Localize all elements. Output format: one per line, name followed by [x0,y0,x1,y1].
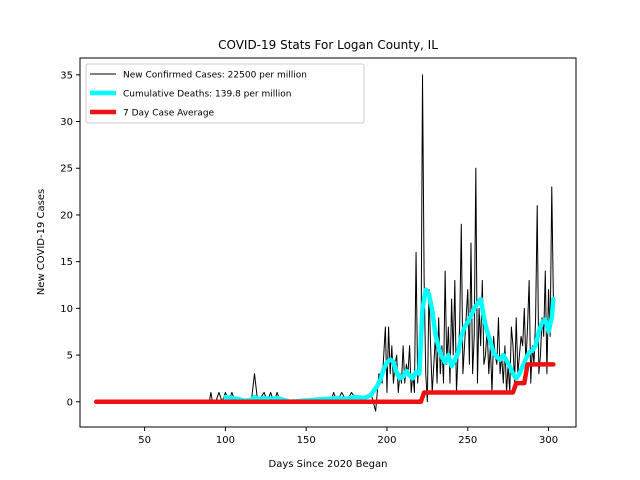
plot-frame [79,57,577,428]
y-tick-label: 0 [67,397,73,408]
x-tick-label: 150 [297,435,316,446]
y-tick-label: 20 [60,210,73,221]
y-tick-label: 25 [60,164,73,175]
y-axis-label: New COVID-19 Cases [36,189,47,295]
y-tick-label: 30 [60,117,73,128]
x-axis-label: Days Since 2020 Began [269,459,388,470]
legend-label: Cumulative Deaths: 139.8 per million [123,90,291,100]
x-tick-label: 200 [377,435,396,446]
chart-title: COVID-19 Stats For Logan County, IL [218,38,438,52]
series-layer [93,74,556,412]
y-axis: 0 5 10 15 20 25 30 35 [60,70,80,408]
y-tick-label: 10 [60,304,73,315]
x-tick-label: 300 [539,435,558,446]
y-tick-label: 35 [60,70,73,81]
y-tick-label: 15 [60,257,73,268]
legend: New Confirmed Cases: 22500 per million Cu… [85,63,365,124]
case-average-line [93,362,556,405]
y-tick-label: 5 [67,351,73,362]
x-axis: 50 100 150 200 250 300 [138,427,558,446]
x-tick-label: 250 [458,435,477,446]
x-tick-label: 100 [216,435,235,446]
new-cases-line [95,74,554,412]
x-tick-label: 50 [138,435,151,446]
legend-label: 7 Day Case Average [123,109,215,119]
legend-box [85,63,365,124]
legend-label: New Confirmed Cases: 22500 per million [123,71,307,81]
